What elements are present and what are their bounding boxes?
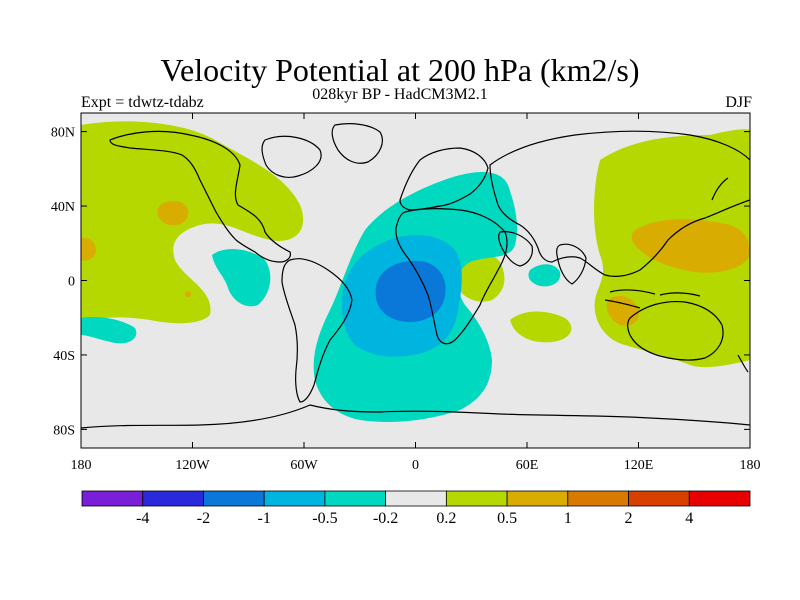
y-axis-labels: 80N 40N 0 40S 80S <box>51 126 75 439</box>
coast-india <box>556 243 587 285</box>
map-subtitle: 028kyr BP - HadCM3M2.1 <box>312 86 488 103</box>
x-tick-label: 180 <box>71 458 92 473</box>
colorbar <box>81 490 751 507</box>
x-tick-label: 60E <box>516 458 539 473</box>
region-north-pacific <box>81 121 304 324</box>
experiment-label: Expt = tdwtz-tdabz <box>81 94 204 111</box>
colorbar-swatch <box>445 490 508 507</box>
colorbar-label: -4 <box>136 510 149 527</box>
coast-asia <box>489 130 750 277</box>
contour-level-neg-1 <box>375 260 446 322</box>
colorbar-label: 2 <box>625 510 633 527</box>
axis-ticks <box>80 113 751 448</box>
colorbar-label: 0.2 <box>436 510 456 527</box>
colorbar-label: -2 <box>197 510 210 527</box>
season-label: DJF <box>725 94 752 111</box>
colorbar-swatch <box>324 490 387 507</box>
colorbar-labels: -4 -2 -1 -0.5 -0.2 0.2 0.5 1 2 4 <box>136 510 693 527</box>
coast-greenland <box>331 123 383 164</box>
y-tick-label: 40N <box>51 200 75 215</box>
region-west-pacific-max <box>631 219 750 273</box>
region-south-pacific-trough <box>81 316 137 344</box>
coast-africa <box>395 208 508 345</box>
coast-north-america <box>109 130 322 263</box>
coast-south-america <box>281 258 353 403</box>
x-tick-label: 120W <box>175 458 210 473</box>
coast-antarctica <box>81 404 750 429</box>
coast-newzealand <box>737 354 749 373</box>
map-panel <box>81 113 750 448</box>
coast-indonesia <box>604 289 701 309</box>
coast-arabia <box>498 231 533 267</box>
colorbar-label: 4 <box>685 510 693 527</box>
region-indian-ocean-trough <box>528 264 561 287</box>
map-title: Velocity Potential at 200 hPa (km2/s) <box>160 52 640 88</box>
contour-level-pos-0.5 <box>81 200 750 326</box>
y-tick-label: 0 <box>68 275 75 290</box>
colorbar-swatch <box>81 490 144 507</box>
x-tick-label: 0 <box>412 458 419 473</box>
colorbar-label: -0.2 <box>373 510 398 527</box>
region-central-pacific-max <box>81 237 96 261</box>
region-east-pacific-trough <box>212 248 271 307</box>
colorbar-label: 1 <box>564 510 572 527</box>
region-central-trough <box>375 260 446 322</box>
coastlines <box>81 123 750 429</box>
colorbar-swatch <box>688 490 751 507</box>
region-maritime-max <box>606 295 639 326</box>
region-north-pacific-max <box>157 200 189 226</box>
coast-japan <box>711 177 729 201</box>
x-axis-labels: 180 120W 60W 0 60E 120E 180 <box>71 458 761 473</box>
colorbar-swatch <box>628 490 690 507</box>
colorbar-label: 0.5 <box>497 510 517 527</box>
colorbar-swatch <box>385 490 447 507</box>
y-tick-label: 80N <box>51 126 75 141</box>
colorbar-swatch <box>263 490 326 507</box>
x-tick-label: 120E <box>624 458 654 473</box>
colorbar-label: -1 <box>258 510 271 527</box>
colorbar-swatch <box>142 490 204 507</box>
coast-australia <box>627 300 724 361</box>
colorbar-swatch <box>567 490 629 507</box>
y-tick-label: 80S <box>53 423 75 438</box>
y-tick-label: 40S <box>53 349 75 364</box>
region-south-indian <box>510 311 572 343</box>
colorbar-swatch <box>203 490 265 507</box>
region-small-max <box>185 291 191 297</box>
colorbar-label: -0.5 <box>312 510 337 527</box>
x-tick-label: 180 <box>740 458 761 473</box>
x-tick-label: 60W <box>290 458 318 473</box>
colorbar-swatch <box>506 490 569 507</box>
